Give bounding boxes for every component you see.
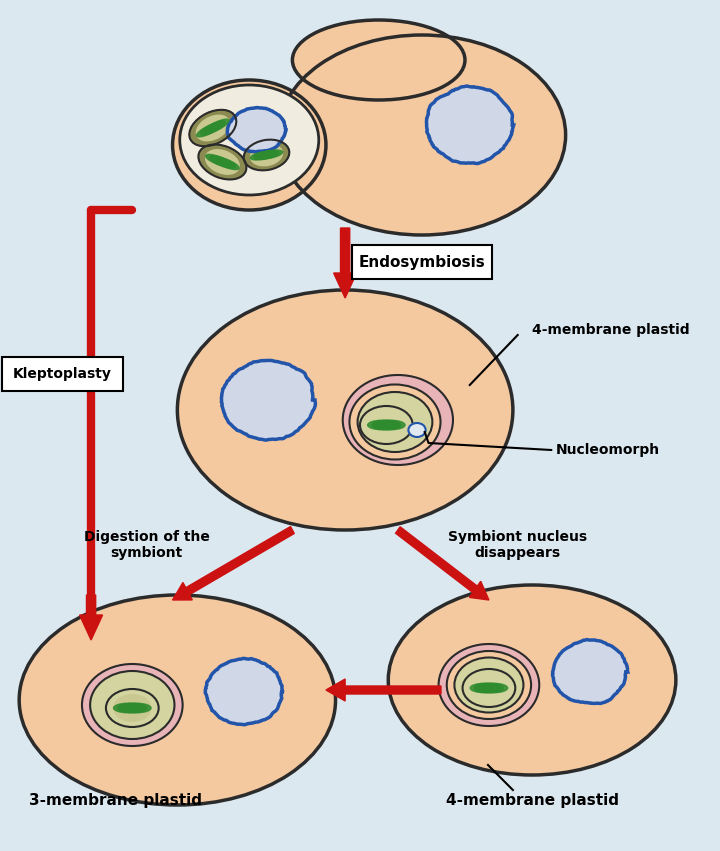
Ellipse shape [254,151,279,159]
Ellipse shape [243,140,289,170]
Text: Symbiont nucleus
disappears: Symbiont nucleus disappears [448,530,588,560]
FancyArrow shape [80,595,102,640]
Ellipse shape [408,423,426,437]
Ellipse shape [376,420,405,430]
Ellipse shape [470,675,508,701]
Ellipse shape [204,119,229,134]
Ellipse shape [251,151,275,160]
Ellipse shape [122,703,151,713]
FancyArrow shape [173,527,294,600]
FancyArrow shape [333,228,356,298]
PathPatch shape [552,640,628,704]
Ellipse shape [372,420,401,430]
Ellipse shape [343,375,453,465]
Text: Digestion of the
symbiont: Digestion of the symbiont [84,530,210,560]
Text: 4-membrane plastid: 4-membrane plastid [446,792,618,808]
Ellipse shape [180,85,319,195]
Ellipse shape [368,420,397,430]
FancyArrow shape [395,527,489,600]
Ellipse shape [462,669,516,707]
Text: 3-membrane plastid: 3-membrane plastid [29,792,202,808]
Ellipse shape [90,671,174,739]
Ellipse shape [258,150,283,158]
Ellipse shape [470,683,499,693]
Ellipse shape [438,644,539,726]
Ellipse shape [368,412,405,438]
Ellipse shape [349,385,441,460]
Ellipse shape [206,154,232,167]
Ellipse shape [292,20,465,100]
Ellipse shape [200,121,225,135]
FancyBboxPatch shape [352,245,492,279]
Text: Endosymbiosis: Endosymbiosis [359,254,485,270]
Ellipse shape [199,145,246,180]
Ellipse shape [82,664,183,746]
Ellipse shape [479,683,508,693]
Ellipse shape [213,157,239,169]
Ellipse shape [474,683,503,693]
PathPatch shape [205,659,283,725]
Ellipse shape [114,694,150,722]
Ellipse shape [19,595,336,805]
Ellipse shape [106,689,158,727]
Ellipse shape [197,115,229,140]
Ellipse shape [358,392,433,452]
Text: Nucleomorph: Nucleomorph [556,443,660,457]
Ellipse shape [189,110,236,146]
Ellipse shape [197,123,222,137]
Ellipse shape [210,156,235,168]
Ellipse shape [173,80,326,210]
Ellipse shape [114,703,143,713]
PathPatch shape [426,86,513,163]
Ellipse shape [388,585,676,775]
Ellipse shape [454,658,523,712]
Ellipse shape [251,145,282,166]
Text: 4-membrane plastid: 4-membrane plastid [532,323,690,337]
Ellipse shape [360,406,413,444]
Ellipse shape [446,651,531,719]
Ellipse shape [118,703,147,713]
Ellipse shape [278,35,566,235]
FancyArrow shape [326,679,441,701]
PathPatch shape [228,107,286,151]
Ellipse shape [206,150,239,174]
Text: Kleptoplasty: Kleptoplasty [13,367,112,381]
Ellipse shape [177,290,513,530]
FancyBboxPatch shape [2,357,122,391]
PathPatch shape [221,360,315,440]
